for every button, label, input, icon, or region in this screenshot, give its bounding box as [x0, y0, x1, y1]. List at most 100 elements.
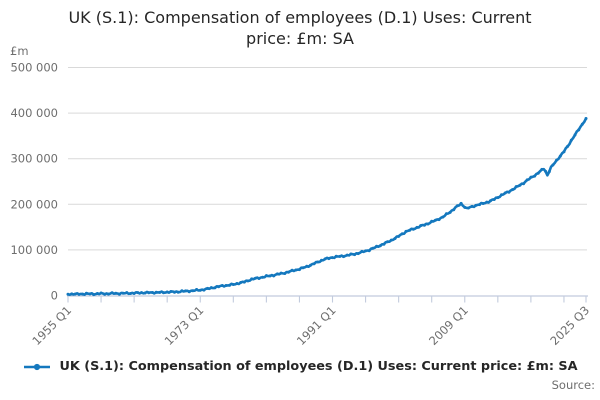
data-point-marker [408, 228, 412, 232]
data-point-marker [547, 170, 551, 174]
data-point-marker [544, 169, 548, 173]
data-point-marker [400, 232, 404, 236]
data-point-marker [312, 262, 316, 266]
data-point-marker [555, 158, 559, 162]
data-point-marker [389, 238, 393, 242]
data-point-marker [573, 133, 577, 137]
data-point-marker [198, 288, 202, 292]
data-point-marker [367, 249, 371, 253]
data-point-marker [338, 254, 342, 258]
data-point-marker [507, 190, 511, 194]
legend-item[interactable]: UK (S.1): Compensation of employees (D.1… [22, 359, 578, 374]
data-point-marker [514, 185, 518, 189]
data-point-marker [511, 188, 514, 192]
data-point-marker [246, 279, 250, 283]
data-point-marker [132, 292, 136, 295]
data-point-marker [66, 292, 70, 296]
data-point-marker [143, 291, 147, 295]
data-point-marker [327, 257, 331, 261]
data-point-marker [268, 274, 272, 278]
data-point-marker [309, 263, 312, 267]
data-point-marker [250, 277, 254, 281]
data-point-marker [70, 292, 74, 296]
data-point-marker [81, 292, 85, 296]
data-point-marker [525, 178, 529, 182]
y-axis-unit-label: £m [10, 44, 29, 58]
data-point-marker [264, 274, 268, 278]
data-point-marker [209, 286, 213, 290]
data-point-marker [386, 240, 390, 244]
data-point-marker [463, 205, 467, 209]
legend-series-label: UK (S.1): Compensation of employees (D.1… [59, 359, 578, 374]
data-point-marker [257, 277, 261, 280]
data-point-marker [551, 163, 555, 167]
data-point-marker [283, 272, 287, 275]
data-point-marker [305, 264, 309, 268]
data-point-marker [184, 289, 188, 293]
y-tick-label: 0 [51, 289, 58, 303]
data-point-marker [147, 291, 151, 295]
data-point-marker [125, 291, 129, 295]
data-point-marker [202, 288, 206, 292]
data-point-marker [151, 291, 154, 294]
data-point-marker [393, 237, 397, 240]
data-point-marker [452, 208, 456, 212]
data-point-marker [518, 183, 522, 187]
data-point-marker [364, 249, 368, 253]
data-point-marker [92, 293, 96, 297]
data-point-marker [437, 218, 441, 222]
data-point-marker [217, 285, 221, 289]
data-point-marker [136, 291, 140, 295]
data-point-marker [382, 242, 386, 246]
data-point-marker [279, 271, 283, 275]
data-point-marker [253, 276, 257, 280]
line-chart-plot-area: 0 100 000 200 000 300 000 400 000 500 000 1955… [10, 61, 592, 348]
data-point-marker [294, 268, 298, 272]
data-point-marker [272, 274, 276, 278]
data-point-marker [286, 270, 290, 274]
data-point-marker [536, 171, 540, 175]
data-point-marker [301, 266, 305, 270]
data-point-marker [500, 193, 503, 197]
data-point-marker [206, 286, 210, 290]
data-point-marker [411, 227, 415, 231]
data-point-marker [577, 128, 581, 132]
data-point-marker [228, 283, 232, 287]
data-point-marker [345, 253, 349, 257]
data-point-marker [117, 292, 121, 296]
data-point-marker [580, 122, 584, 126]
data-point-marker [158, 290, 162, 294]
data-point-marker [533, 174, 537, 178]
data-point-marker [84, 291, 88, 295]
data-point-marker [114, 291, 118, 295]
data-point-marker [360, 249, 364, 253]
data-point-marker [103, 292, 107, 296]
data-point-marker [459, 201, 463, 205]
data-point-marker [165, 290, 169, 294]
data-point-marker [489, 199, 492, 203]
x-tick-label: 2025 Q3 [547, 303, 592, 348]
data-point-marker [162, 291, 165, 295]
data-point-marker [231, 283, 235, 286]
legend-line-marker-icon [24, 363, 51, 370]
data-point-marker [180, 289, 184, 293]
data-point-marker [290, 268, 294, 272]
data-point-marker [99, 291, 103, 295]
data-point-marker [481, 202, 485, 205]
data-point-marker [455, 204, 459, 208]
data-point-marker [261, 275, 265, 279]
data-point-marker [191, 289, 195, 293]
data-point-marker [320, 258, 323, 262]
data-point-marker [474, 203, 478, 207]
data-point-marker [106, 292, 110, 296]
data-point-marker [110, 291, 114, 295]
series-line [66, 117, 588, 296]
data-point-marker [349, 252, 353, 256]
data-point-marker [492, 198, 496, 201]
data-point-marker [558, 154, 562, 158]
data-point-marker [213, 286, 217, 290]
data-point-marker [430, 219, 434, 223]
data-point-marker [496, 196, 500, 200]
data-point-marker [397, 234, 401, 238]
data-point-marker [353, 253, 357, 257]
